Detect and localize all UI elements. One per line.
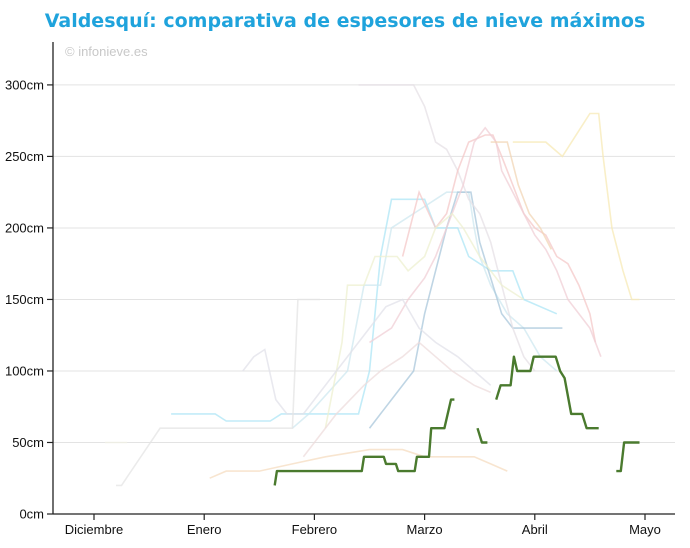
highlight-series-group (273, 355, 640, 486)
x-tick-label-4: Abril (522, 522, 548, 537)
background-series-line-8 (324, 212, 525, 429)
x-tick-label-0: Diciembre (65, 522, 124, 537)
background-series-line-4 (401, 134, 597, 343)
y-tick-label-1: 50cm (12, 435, 44, 450)
x-tick-label-5: Mayo (629, 522, 661, 537)
background-series-line-5 (369, 126, 602, 357)
background-series-line-10 (116, 298, 320, 487)
highlight-series-segment-3 (616, 441, 640, 473)
background-series-line-7 (512, 112, 640, 301)
axes: 0cm 50cm 100cm 150cm 200cm 250cm 300cm Diciembr… (5, 42, 675, 537)
highlight-series-segment-2 (495, 355, 599, 430)
background-series-line-6 (490, 141, 553, 250)
y-tick-label-4: 200cm (5, 220, 44, 235)
x-tick-label-1: Enero (187, 522, 222, 537)
y-tick-label-2: 100cm (5, 363, 44, 378)
background-series-line-3 (358, 84, 536, 372)
background-series-group (105, 84, 640, 487)
background-series-line-12 (302, 341, 492, 458)
credit-text: © infonieve.es (65, 44, 148, 59)
background-series-line-11 (209, 448, 508, 479)
highlight-series-segment-0 (273, 398, 455, 486)
highlight-series-segment-1 (476, 427, 488, 444)
grid-lines (53, 84, 675, 443)
y-tick-label-3: 150cm (5, 292, 44, 307)
y-tick-label-5: 250cm (5, 149, 44, 164)
y-tick-label-0: 0cm (19, 507, 44, 522)
y-tick-label-6: 300cm (5, 77, 44, 92)
chart-title: Valdesquí: comparativa de espesores de n… (44, 10, 646, 32)
background-series-line-2 (368, 191, 563, 429)
background-series-line-9 (242, 298, 492, 415)
background-series-line-1 (291, 191, 558, 429)
x-tick-label-2: Febrero (292, 522, 338, 537)
x-tick-label-3: Marzo (407, 522, 443, 537)
